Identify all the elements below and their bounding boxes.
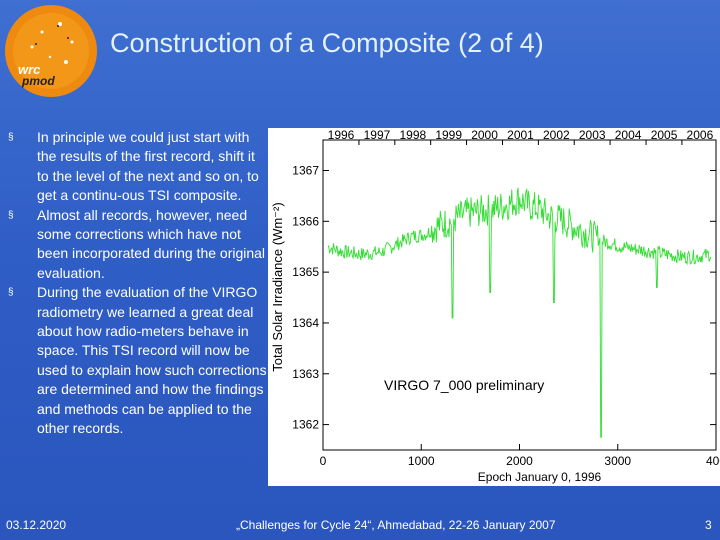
footer-event: „Challenges for Cycle 24“, Ahmedabad, 22…: [236, 518, 556, 532]
bullet-marker-icon: §: [8, 132, 14, 143]
wrc-pmod-logo: wrc pmod: [5, 5, 97, 97]
footer-page-number: 3: [705, 518, 712, 532]
y-axis-label: Total Solar Irradiance (Wm⁻²): [270, 202, 285, 371]
x-tick-label: 0: [320, 454, 327, 468]
x-tick-label: 400: [706, 454, 720, 468]
bullet-list: § In principle we could just start with t…: [8, 128, 270, 439]
slide-title: Construction of a Composite (2 of 4): [110, 28, 544, 58]
x-tick-label: 2000: [506, 454, 533, 468]
plot-frame: [322, 139, 717, 451]
tsi-chart: 1362 1363 1364 1365 1366 1367 0 1000 2000 3000 400…: [270, 128, 720, 484]
y-tick-label: 1366: [292, 214, 319, 228]
x-tick-label: 1000: [408, 454, 435, 468]
bullet-item: § During the evaluation of the VIRGO radi…: [8, 283, 270, 438]
logo-text-pmod: pmod: [21, 74, 55, 88]
x-tick-label: 3000: [604, 454, 631, 468]
year-tick-label: 2004: [615, 128, 642, 142]
bullet-marker-icon: §: [8, 287, 14, 299]
y-tick-label: 1362: [292, 418, 319, 432]
bullet-text: Almost all records, however, need some c…: [37, 206, 266, 281]
year-tick-label: 1999: [435, 128, 462, 142]
year-tick-label: 1998: [399, 128, 426, 142]
year-tick-label: 2002: [543, 128, 570, 142]
bullet-text: In principle we could just start with th…: [37, 129, 259, 204]
footer-date: 03.12.2020: [6, 518, 67, 532]
x-axis-label: Epoch January 0, 1996: [478, 470, 602, 484]
year-tick-label: 1997: [364, 128, 391, 142]
year-tick-label: 2000: [471, 128, 498, 142]
year-tick-label: 1996: [328, 128, 355, 142]
bullet-item: § Almost all records, however, need some …: [8, 206, 270, 284]
tsi-series-line: [327, 187, 712, 438]
year-tick-label: 2006: [687, 128, 714, 142]
chart-annotation: VIRGO 7_000 preliminary: [384, 377, 544, 393]
bullet-marker-icon: §: [8, 209, 14, 221]
y-tick-label: 1364: [292, 316, 319, 330]
y-tick-label: 1363: [292, 367, 319, 381]
y-tick-label: 1367: [292, 163, 319, 177]
y-tick-label: 1365: [292, 265, 319, 279]
bullet-text: During the evaluation of the VIRGO radio…: [37, 284, 267, 437]
year-tick-label: 2001: [507, 128, 534, 142]
year-tick-label: 2003: [579, 128, 606, 142]
tsi-chart-panel: 1362 1363 1364 1365 1366 1367 0 1000 2000 3000 400…: [268, 128, 720, 486]
year-tick-label: 2005: [651, 128, 678, 142]
bullet-item: § In principle we could just start with t…: [8, 128, 270, 206]
logo-text-wrc: wrc: [18, 62, 41, 77]
